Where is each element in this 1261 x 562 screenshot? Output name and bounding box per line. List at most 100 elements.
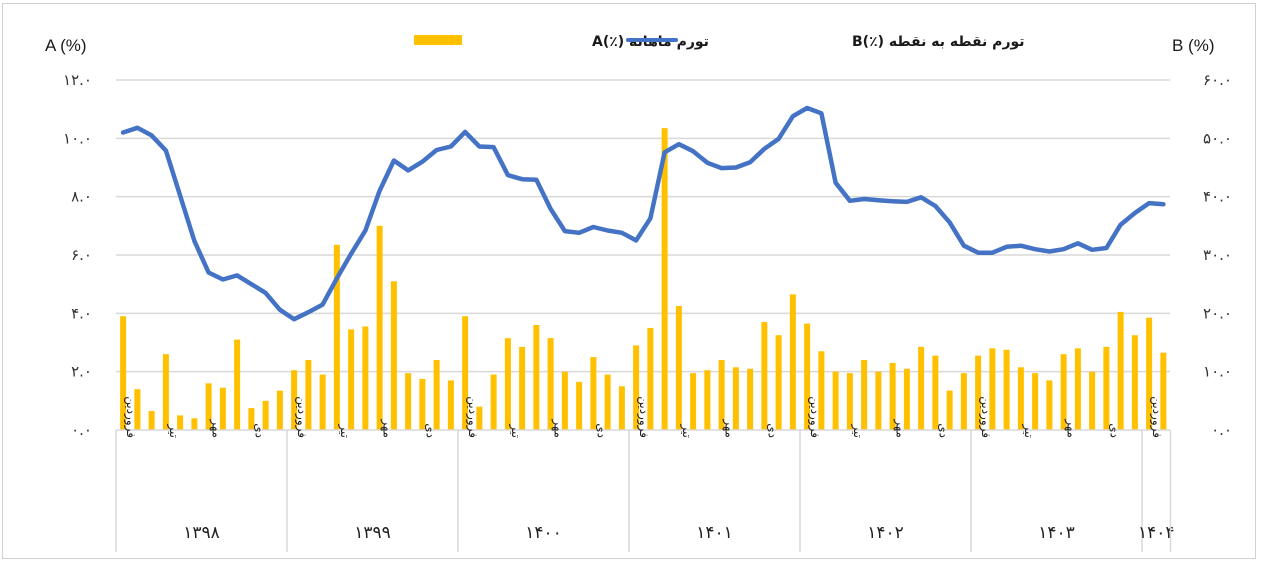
bar (747, 368, 754, 430)
yoy-inflation-line (120, 105, 1166, 322)
bar (903, 368, 910, 430)
bar (547, 338, 554, 430)
bar (504, 338, 511, 430)
bar (590, 357, 597, 430)
month-label: تیر (679, 423, 694, 438)
right-tick-label: ۰.۰ (1211, 421, 1232, 439)
year-label: ۱۴۰۲ (867, 523, 904, 543)
bar (419, 378, 426, 430)
month-label: مهر (209, 418, 224, 438)
year-label: ۱۴۰۳ (1038, 523, 1075, 543)
left-tick-label: ۴.۰ (71, 304, 92, 322)
bar (732, 367, 739, 430)
bar (305, 360, 312, 430)
bar (690, 373, 697, 430)
month-label: فروردین (1149, 396, 1164, 438)
bar (1003, 349, 1010, 430)
month-label: دی (423, 423, 437, 438)
bar (946, 390, 953, 430)
bar (205, 383, 212, 430)
bar (120, 316, 127, 430)
bar (1032, 373, 1039, 430)
bar (348, 329, 355, 430)
left-tick-label: ۱۰.۰ (63, 129, 92, 147)
month-label: فروردین (807, 396, 822, 438)
bar (633, 345, 640, 430)
month-label: تیر (337, 423, 352, 438)
bar (789, 294, 796, 430)
right-tick-label: ۱۰.۰ (1203, 363, 1232, 381)
bar (761, 322, 768, 430)
year-label: ۱۳۹۹ (354, 523, 391, 543)
bar (918, 346, 925, 430)
left-tick-label: ۰.۰ (71, 421, 92, 439)
month-label: دی (936, 423, 950, 438)
bar (889, 362, 896, 430)
month-label: فروردین (123, 396, 138, 438)
bar (1089, 371, 1096, 430)
month-label: فروردین (294, 396, 309, 438)
yoy-line (120, 105, 1166, 322)
year-label: ۱۴۰۰ (525, 523, 562, 543)
month-label: دی (252, 423, 266, 438)
bar (960, 373, 967, 430)
left-axis-ticks: ۰.۰ ۲.۰ ۴.۰ ۶.۰ ۸.۰ ۱۰.۰ ۱۲.۰ (63, 71, 92, 439)
bar (704, 370, 711, 430)
bar (875, 371, 882, 430)
bar (262, 400, 269, 430)
bar (647, 327, 654, 430)
month-label: مهر (380, 418, 395, 438)
bar (319, 374, 326, 430)
left-tick-label: ۶.۰ (71, 246, 92, 264)
bar (333, 244, 340, 430)
bar (1060, 354, 1067, 430)
month-label: دی (594, 423, 608, 438)
bar (162, 354, 169, 430)
bar (362, 326, 369, 430)
bar (248, 408, 255, 430)
bar (1017, 367, 1024, 430)
left-tick-label: ۱۲.۰ (63, 71, 92, 89)
bar (433, 360, 440, 430)
bar (1146, 317, 1153, 430)
right-tick-label: ۵۰.۰ (1203, 129, 1232, 147)
legend-bar-swatch (414, 35, 462, 45)
bar (405, 373, 412, 430)
left-tick-label: ۲.۰ (71, 363, 92, 381)
bar (219, 387, 226, 430)
bar (490, 374, 497, 430)
month-label: دی (765, 423, 779, 438)
month-label: مهر (722, 418, 737, 438)
month-label: تیر (508, 423, 523, 438)
left-tick-label: ۸.۰ (71, 188, 92, 206)
legend-line-label: تورم نقطه به نقطه (٪)B (852, 34, 1025, 50)
year-label: ۱۴۰۱ (696, 523, 733, 543)
month-label: تیر (166, 423, 181, 438)
bar (1046, 380, 1053, 430)
right-axis-ticks: ۰.۰ ۱۰.۰ ۲۰.۰ ۳۰.۰ ۴۰.۰ ۵۰.۰ ۶۰.۰ (1203, 71, 1232, 439)
bar (661, 128, 668, 430)
month-label: مهر (893, 418, 908, 438)
bar (276, 390, 283, 430)
legend: تورم ماهانه (٪)A تورم نقطه به نقطه (٪)B (414, 34, 1025, 50)
month-label: فروردین (465, 396, 480, 438)
bar (191, 418, 198, 430)
year-label: ۱۳۹۸ (183, 523, 220, 543)
category-axis: فروردین تیر مهر دی ۱۳۹۸ فروردین تیر مهر دی ۱۳۹۹ فر… (115, 396, 1175, 552)
bar (832, 371, 839, 430)
bar (476, 406, 483, 430)
bar (576, 381, 583, 430)
month-label: فروردین (978, 396, 993, 438)
bar (234, 339, 241, 430)
monthly-inflation-bars (120, 128, 1167, 430)
bar (718, 360, 725, 430)
bar (618, 386, 625, 430)
bar (390, 281, 397, 430)
bar (846, 373, 853, 430)
left-axis-title: A (%) (45, 36, 87, 55)
bar (462, 316, 469, 430)
bar (932, 355, 939, 430)
bar (604, 374, 611, 430)
bar (1074, 348, 1081, 430)
